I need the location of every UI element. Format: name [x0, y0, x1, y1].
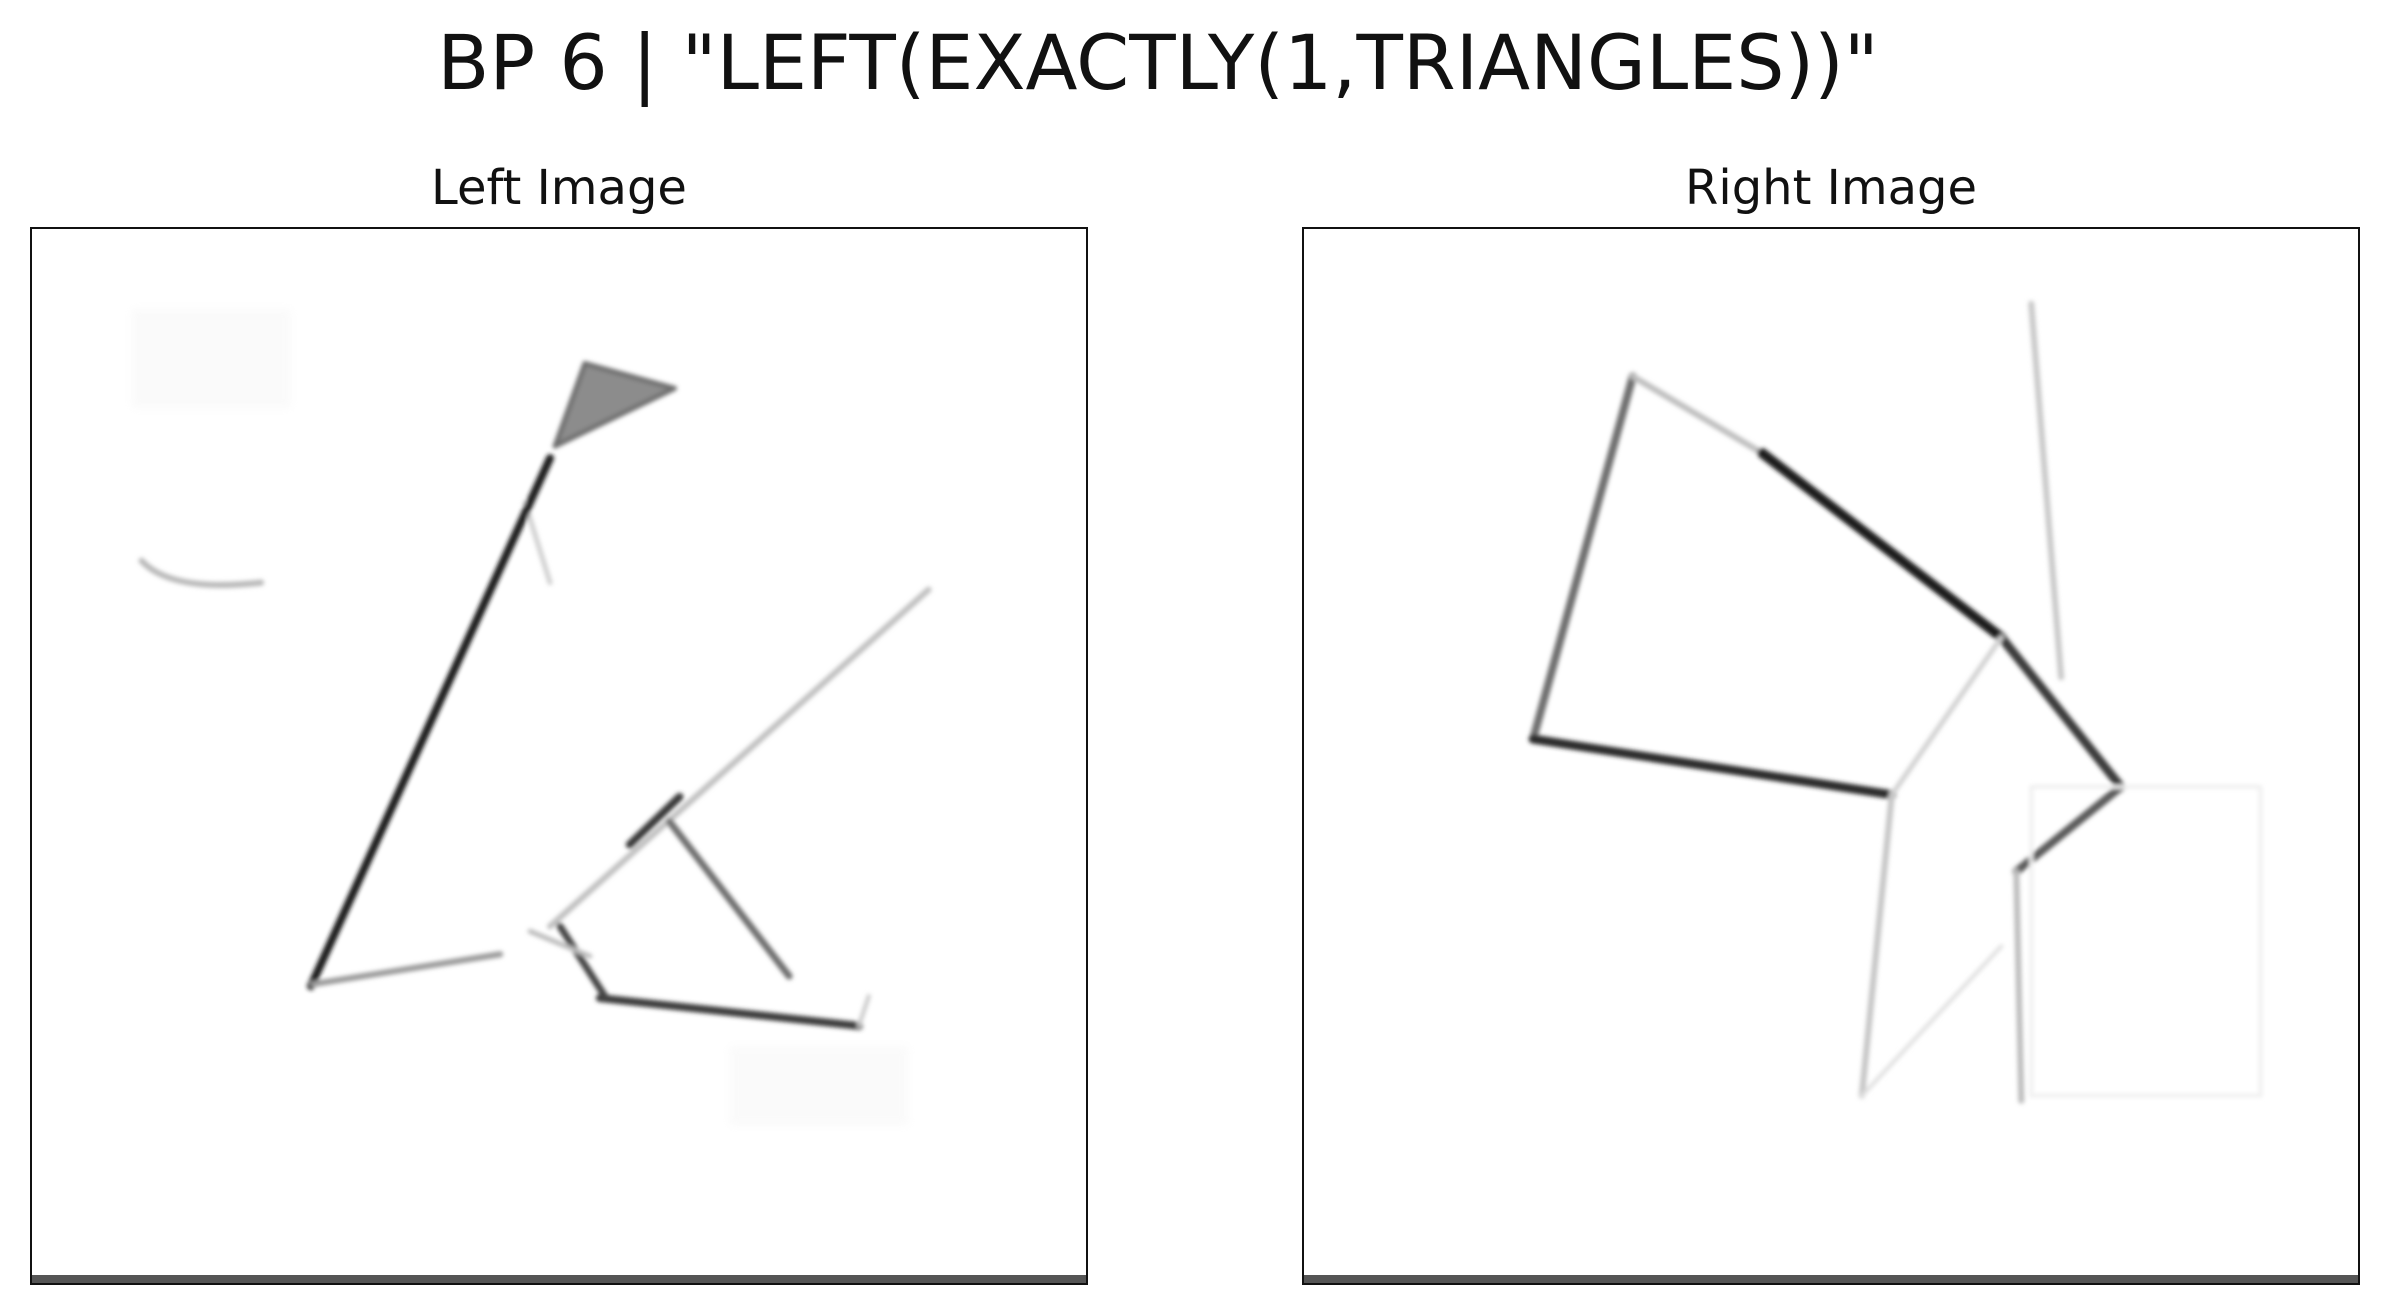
right-image-panel	[1302, 227, 2360, 1285]
small-triangle-shape	[552, 360, 678, 449]
panel-bottom-band	[32, 1275, 1086, 1283]
faint-diagonal-stroke	[547, 586, 932, 930]
short-curve-stroke	[138, 557, 265, 589]
panel-bottom-band	[1304, 1275, 2358, 1283]
bottom-horizontal-stroke	[595, 994, 863, 1030]
left-panel-title: Left Image	[431, 160, 687, 216]
figure-title: BP 6 | "LEFT(EXACTLY(1,TRIANGLES))"	[437, 18, 1879, 107]
vertical-faint-stroke	[2028, 300, 2065, 681]
dark-upper-diagonal-stroke	[1757, 448, 2007, 643]
right-sketch	[1528, 300, 2263, 1104]
long-diagonal-stroke	[306, 454, 555, 991]
left-sketch	[131, 308, 932, 1126]
left-image-panel	[30, 227, 1088, 1285]
right-panel-title: Right Image	[1685, 160, 1977, 216]
